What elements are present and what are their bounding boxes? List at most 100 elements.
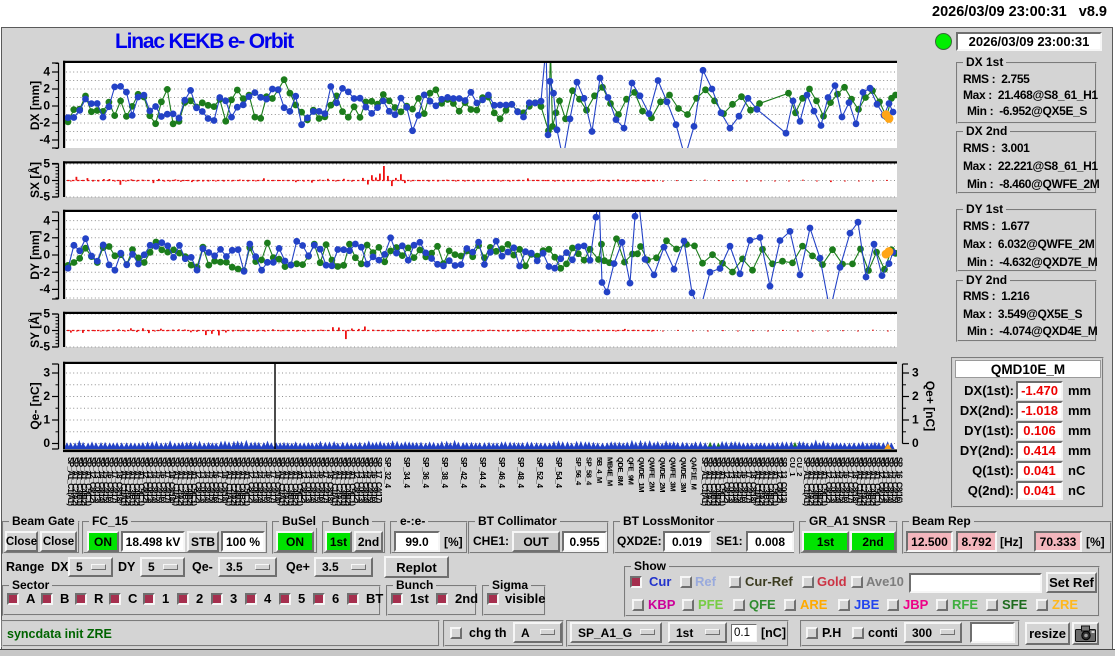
svg-text:SP_A1_C3(B1): SP_A1_C3(B1) — [339, 457, 348, 506]
svg-text:SP_A1_C4(B2): SP_A1_C4(B2) — [766, 457, 775, 506]
svg-text:SP_A1_C5(C1): SP_A1_C5(C1) — [242, 457, 251, 506]
svg-text:SP_A1_C2(A2): SP_A1_C2(A2) — [806, 457, 815, 506]
svg-text:SP_12_C8(12): SP_12_C8(12) — [722, 457, 731, 504]
svg-text:SP_A1_C3(B1): SP_A1_C3(B1) — [762, 457, 771, 506]
svg-text:SP_34_4: SP_34_4 — [402, 457, 411, 489]
svg-text:SP_A1_C4(B2): SP_A1_C4(B2) — [815, 457, 824, 506]
svg-text:SP_12_C8(12): SP_12_C8(12) — [352, 457, 361, 504]
svg-text:SP_A1_C4(B2): SP_A1_C4(B2) — [185, 457, 194, 506]
svg-text:CU_2: CU_2 — [795, 457, 804, 476]
svg-text:SP_13_C0(13): SP_13_C0(13) — [92, 457, 101, 504]
svg-text:QWFE_3M: QWFE_3M — [669, 457, 678, 491]
svg-text:QWDE_3M: QWDE_3M — [679, 457, 688, 492]
svg-text:2: 2 — [43, 389, 50, 403]
svg-text:SP_52_4: SP_52_4 — [535, 457, 544, 489]
svg-text:SP_16_C8(16): SP_16_C8(16) — [158, 457, 167, 504]
svg-text:SP_A1_C1(A1): SP_A1_C1(A1) — [224, 457, 233, 506]
svg-text:SP_A1_C2(A2): SP_A1_C2(A2) — [176, 457, 185, 506]
svg-text:SP_A1_C2(A2): SP_A1_C2(A2) — [334, 457, 343, 506]
svg-text:SP_A1_C4(B2): SP_A1_C4(B2) — [290, 457, 299, 506]
svg-text:SP_16_C8(16): SP_16_C8(16) — [842, 457, 851, 504]
svg-text:-2: -2 — [39, 116, 50, 130]
svg-text:SP_14_C8(14): SP_14_C8(14) — [308, 457, 317, 504]
svg-text:SP_14_C8(14): SP_14_C8(14) — [150, 457, 159, 504]
svg-text:5B_4_M: 5B_4_M — [595, 457, 604, 483]
svg-text:SP_18_C8(18): SP_18_C8(18) — [326, 457, 335, 504]
svg-text:SP_12_C8(12): SP_12_C8(12) — [824, 457, 833, 504]
svg-text:SP_A1_C2(A2): SP_A1_C2(A2) — [704, 457, 713, 506]
svg-text:SP_13_C0(13): SP_13_C0(13) — [881, 457, 890, 504]
svg-text:SP_32_4: SP_32_4 — [383, 457, 392, 489]
svg-text:SP_A1_C3(B1): SP_A1_C3(B1) — [864, 457, 873, 506]
svg-text:SP_15_C4(15): SP_15_C4(15) — [154, 457, 163, 504]
svg-text:QAF1E_M: QAF1E_M — [690, 457, 699, 490]
svg-text:SP_38_4: SP_38_4 — [440, 457, 449, 489]
svg-text:DY [mm]: DY [mm] — [28, 230, 42, 279]
svg-text:SP_A1_C5(C1): SP_A1_C5(C1) — [770, 457, 779, 506]
svg-text:SP_14_C8(14): SP_14_C8(14) — [361, 457, 370, 504]
svg-text:SP_17_C4(17): SP_17_C4(17) — [163, 457, 172, 504]
svg-text:SP_A1_C2(A2): SP_A1_C2(A2) — [859, 457, 868, 506]
svg-text:SP_A1_C5(C1): SP_A1_C5(C1) — [872, 457, 881, 506]
svg-text:SX [Å]: SX [Å] — [27, 162, 42, 198]
svg-text:SP_15_C4(15): SP_15_C4(15) — [260, 457, 269, 504]
svg-text:SP_12_C8(12): SP_12_C8(12) — [299, 457, 308, 504]
svg-text:SP_A1_C3(B1): SP_A1_C3(B1) — [286, 457, 295, 506]
svg-text:SP_14_C8(14): SP_14_C8(14) — [833, 457, 842, 504]
svg-text:SP_56_4: SP_56_4 — [574, 457, 583, 486]
svg-text:SP_14_C8(14): SP_14_C8(14) — [731, 457, 740, 504]
svg-text:2: 2 — [912, 389, 919, 403]
svg-text:5: 5 — [43, 307, 50, 321]
svg-text:SP_36_4: SP_36_4 — [421, 457, 430, 489]
svg-text:SP_A1_C5(C1): SP_A1_C5(C1) — [136, 457, 145, 506]
svg-text:SP_44_4: SP_44_4 — [478, 457, 487, 489]
svg-text:SP_14_C8(14): SP_14_C8(14) — [886, 457, 895, 504]
svg-text:SP_17_C4(17): SP_17_C4(17) — [374, 457, 383, 504]
svg-text:SP_18_C8(18): SP_18_C8(18) — [167, 457, 176, 504]
svg-text:SP_A1_C4(B2): SP_A1_C4(B2) — [343, 457, 352, 506]
svg-text:QWDE_1M: QWDE_1M — [637, 457, 646, 492]
svg-text:4: 4 — [43, 213, 50, 227]
svg-text:-4: -4 — [39, 133, 50, 147]
svg-text:-2: -2 — [39, 265, 50, 279]
svg-text:SP_16_C8(16): SP_16_C8(16) — [317, 457, 326, 504]
svg-text:SP_A1_C1(A1): SP_A1_C1(A1) — [66, 457, 75, 506]
svg-text:Qe- [nC]: Qe- [nC] — [28, 382, 42, 429]
svg-text:SP_A1_C4(B2): SP_A1_C4(B2) — [132, 457, 141, 506]
svg-text:SP_12_C8(12): SP_12_C8(12) — [877, 457, 886, 504]
svg-text:0: 0 — [43, 436, 50, 450]
svg-text:SP_12_C8(12): SP_12_C8(12) — [246, 457, 255, 504]
svg-text:QDE_8M: QDE_8M — [616, 457, 625, 485]
svg-text:SP_A1_C3(B1): SP_A1_C3(B1) — [811, 457, 820, 506]
svg-text:0: 0 — [912, 436, 919, 450]
svg-text:SP_A1_C2(A2): SP_A1_C2(A2) — [123, 457, 132, 506]
svg-text:SP_15_C4(15): SP_15_C4(15) — [312, 457, 321, 504]
svg-text:SP_14_C8(14): SP_14_C8(14) — [202, 457, 211, 504]
svg-text:SP_A1_C1(A1): SP_A1_C1(A1) — [277, 457, 286, 506]
svg-text:SP_17_C4(17): SP_17_C4(17) — [846, 457, 855, 504]
svg-text:SP_A1_C4(B2): SP_A1_C4(B2) — [79, 457, 88, 506]
svg-text:SP_A1_C2(A2): SP_A1_C2(A2) — [229, 457, 238, 506]
svg-text:SP_A1_C3(B1): SP_A1_C3(B1) — [233, 457, 242, 506]
svg-text:SP_13_C0(13): SP_13_C0(13) — [198, 457, 207, 504]
svg-text:SP_A1_C5(C1): SP_A1_C5(C1) — [820, 457, 829, 506]
svg-text:SP_42_4: SP_42_4 — [459, 457, 468, 489]
svg-text:3: 3 — [912, 366, 919, 380]
svg-text:SP_13_C0(13): SP_13_C0(13) — [779, 457, 788, 504]
svg-text:SP_A1_C5(C1): SP_A1_C5(C1) — [84, 457, 93, 506]
svg-text:SP_15_C4(15): SP_15_C4(15) — [890, 457, 899, 504]
svg-text:SP_17_C4(17): SP_17_C4(17) — [268, 457, 277, 504]
svg-text:SP_A1_C2(A2): SP_A1_C2(A2) — [757, 457, 766, 506]
svg-text:SP_17_C4(17): SP_17_C4(17) — [110, 457, 119, 504]
svg-text:-5: -5 — [39, 340, 50, 354]
svg-text:SP_54_4: SP_54_4 — [554, 457, 563, 489]
svg-text:SP_18_C8(18): SP_18_C8(18) — [850, 457, 859, 504]
svg-text:SP_A1_C1(A1): SP_A1_C1(A1) — [855, 457, 864, 506]
svg-text:SP_A1_C5(C1): SP_A1_C5(C1) — [718, 457, 727, 506]
svg-text:SP_A1_C1(A1): SP_A1_C1(A1) — [330, 457, 339, 506]
svg-text:QFE_9M: QFE_9M — [627, 457, 636, 485]
svg-text:SP_A1_C5(C1): SP_A1_C5(C1) — [295, 457, 304, 506]
svg-text:SP_14_C8(14): SP_14_C8(14) — [255, 457, 264, 504]
svg-text:SP_58_4: SP_58_4 — [585, 457, 594, 486]
svg-text:SP_13_C0(13): SP_13_C0(13) — [145, 457, 154, 504]
